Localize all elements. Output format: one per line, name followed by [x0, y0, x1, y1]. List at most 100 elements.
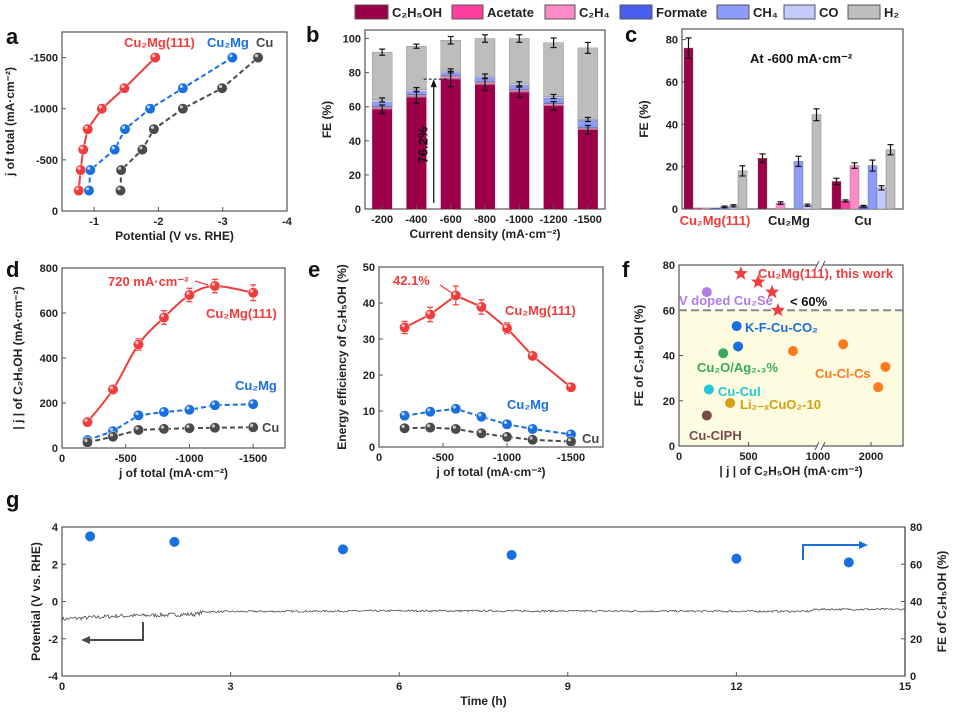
data-point: [501, 322, 513, 334]
panel-label-a: a: [6, 24, 19, 49]
y-tick-label: 20: [666, 162, 678, 174]
bar: [692, 207, 703, 210]
data-point-highlight: [218, 84, 223, 89]
data-point: [107, 431, 119, 443]
x-tick-label: 15: [899, 681, 911, 693]
data-point-highlight: [186, 406, 190, 410]
bar-segment: [543, 105, 564, 209]
legend-swatch: [619, 4, 653, 20]
series-label: Cu₂Mg(111): [206, 306, 277, 321]
x-tick-label: 0: [59, 681, 65, 693]
x-category-label: Cu₂Mg: [768, 213, 810, 228]
y-tick-label: 30: [363, 334, 375, 346]
data-point-highlight: [250, 400, 254, 404]
bar-segment: [372, 109, 393, 209]
axis-break: [817, 261, 823, 269]
data-point: [450, 289, 462, 301]
bar-segment: [440, 40, 461, 72]
group-label: Cu-CuI: [718, 384, 761, 399]
data-point: [247, 398, 259, 410]
data-point-highlight: [567, 438, 572, 442]
x-axis-label: Time (h): [460, 694, 506, 708]
data-point-highlight: [85, 187, 90, 191]
data-point-highlight: [567, 431, 572, 435]
data-point-highlight: [84, 418, 88, 422]
data-point-highlight: [427, 408, 431, 412]
x-tick-label: -1: [89, 216, 99, 228]
x-axis-label: Potential (V vs. RHE): [115, 229, 234, 243]
bar: [876, 187, 887, 210]
x-tick-label: 0: [59, 453, 65, 465]
right-axis-arrow-head: [859, 541, 868, 549]
data-point-highlight: [87, 166, 91, 170]
data-point-highlight: [109, 386, 114, 390]
panel-e-frame: [378, 266, 604, 448]
data-point: [158, 423, 170, 435]
bar-segment: [406, 45, 427, 90]
y-tick-label: 80: [349, 68, 361, 80]
y-tick-label: 80: [663, 260, 675, 272]
data-point-highlight: [109, 427, 114, 431]
bar-segment: [406, 97, 427, 209]
series-label: Cu: [256, 35, 273, 50]
legend-swatch: [544, 4, 576, 20]
panel-label-b: b: [306, 22, 319, 47]
legend-swatch: [354, 4, 389, 20]
y2-tick-label: 60: [910, 559, 922, 571]
star-marker: [770, 302, 786, 317]
data-point: [252, 52, 264, 64]
panel-g-frame: [61, 526, 906, 677]
data-point: [83, 185, 95, 196]
data-point: [399, 422, 411, 434]
data-point: [209, 280, 221, 292]
x-tick-label: 9: [565, 681, 571, 693]
data-point: [216, 82, 228, 94]
fe-point: [85, 531, 96, 542]
data-point: [82, 416, 93, 428]
legend-swatch: [451, 4, 484, 20]
threshold-label: < 60%: [790, 294, 828, 309]
data-point: [82, 123, 94, 135]
y2-tick-label: 0: [910, 671, 916, 683]
data-point: [109, 144, 121, 156]
annotation-label: 720 mA·cm⁻²: [108, 274, 189, 289]
data-point-highlight: [160, 314, 165, 318]
y-tick-label: 40: [663, 351, 675, 363]
panel-c-frame: [681, 28, 904, 210]
series-label: Cu: [262, 420, 279, 435]
y-tick-label: 40: [363, 298, 375, 310]
y-axis-label: FE (%): [637, 100, 651, 137]
bar: [849, 165, 860, 210]
fe-point: [506, 549, 517, 560]
bar-segment: [577, 47, 599, 120]
data-point-highlight: [118, 166, 122, 170]
x-tick-label: -4: [282, 216, 293, 228]
panel-label-e: e: [308, 257, 320, 282]
data-point: [118, 82, 130, 94]
data-point: [177, 82, 189, 94]
axis-break: [817, 442, 823, 450]
y-tick-label: 0: [355, 204, 361, 216]
data-point-highlight: [146, 105, 151, 109]
y-tick-label: 800: [40, 263, 58, 275]
data-point: [148, 123, 160, 135]
data-point-highlight: [186, 291, 190, 295]
data-point: [424, 406, 436, 418]
circle-marker: [701, 410, 712, 421]
y-tick-label: 2: [52, 559, 58, 571]
axis-break-mark: [820, 260, 826, 270]
data-point-highlight: [211, 401, 216, 406]
data-point-highlight: [529, 425, 533, 429]
legend-swatch: [716, 4, 750, 20]
x-tick-label: -3: [218, 216, 228, 228]
data-point-highlight: [401, 412, 405, 416]
x-tick-label: 1000: [806, 451, 830, 463]
y-tick-label: 60: [349, 102, 361, 114]
data-point-highlight: [84, 438, 88, 443]
bar: [831, 181, 842, 210]
data-point: [424, 309, 436, 320]
data-point: [450, 403, 462, 415]
y-tick-label: 0: [52, 206, 58, 218]
data-point-highlight: [229, 54, 233, 58]
data-point: [149, 52, 161, 64]
